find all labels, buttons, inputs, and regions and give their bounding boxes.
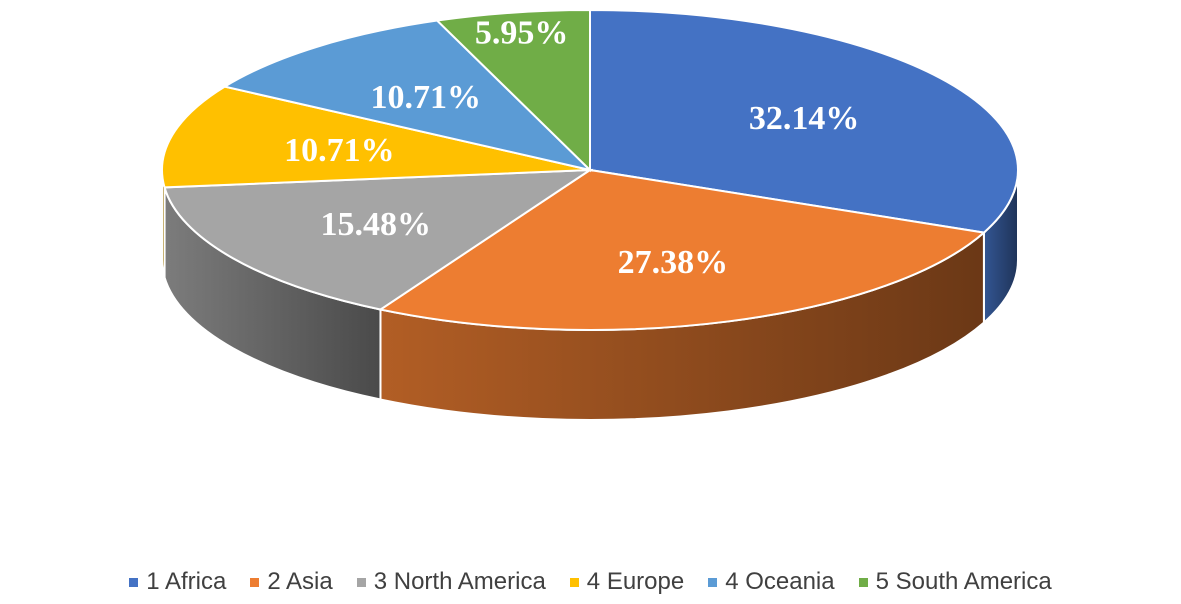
data-label: 27.38%	[618, 244, 729, 281]
legend-label: 4 Europe	[586, 568, 685, 595]
legend-item: 1 Africa	[129, 568, 226, 596]
legend-label: 3 North America	[373, 568, 546, 595]
chart-legend: 1 Africa 2 Asia 3 North America 4 Europe 4 O…	[0, 562, 1181, 602]
legend-swatch	[250, 577, 260, 587]
legend-item: 5 South America	[858, 568, 1052, 596]
legend-item: 2 Asia	[250, 568, 333, 596]
legend-swatch	[569, 577, 579, 587]
legend-swatch	[129, 577, 139, 587]
data-label: 15.48%	[321, 206, 432, 243]
data-label: 32.14%	[749, 100, 860, 137]
data-label: 10.71%	[284, 132, 395, 169]
legend-item: 3 North America	[356, 568, 546, 596]
legend-label: 2 Asia	[267, 568, 333, 595]
legend-swatch	[356, 577, 366, 587]
data-label: 10.71%	[371, 79, 482, 116]
legend-swatch	[858, 577, 868, 587]
legend-label: 5 South America	[875, 568, 1052, 595]
pie-slice	[163, 168, 594, 311]
pie-slice	[589, 8, 1019, 234]
legend-swatch	[708, 577, 718, 587]
legend-label: 4 Oceania	[725, 568, 835, 595]
legend-item: 4 Europe	[569, 568, 685, 596]
legend-label: 1 Africa	[146, 568, 227, 595]
pie-slice	[161, 85, 591, 189]
pie-slice	[434, 8, 591, 173]
pie-slice	[222, 19, 594, 172]
legend-item: 4 Oceania	[708, 568, 835, 596]
data-label: 5.95%	[475, 15, 569, 52]
